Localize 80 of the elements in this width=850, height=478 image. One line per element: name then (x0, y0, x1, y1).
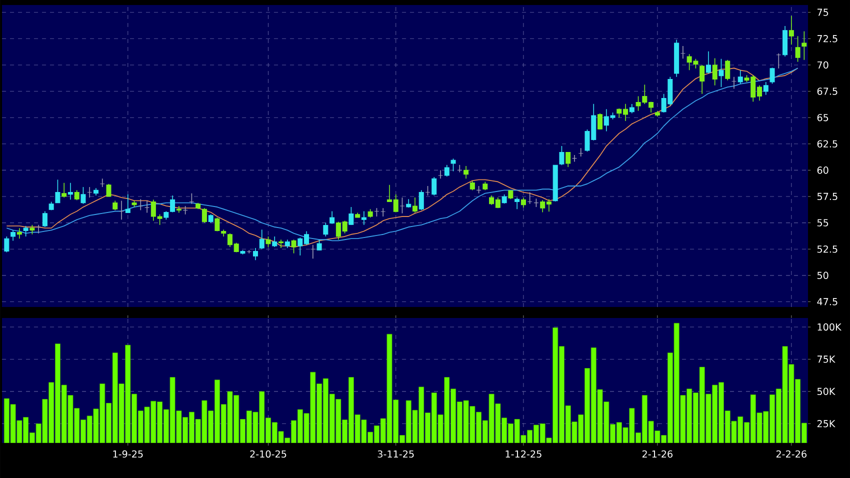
y-tick-label: 50 (817, 272, 828, 280)
candlestick (444, 164, 450, 177)
candlestick (412, 197, 418, 214)
y-tick-label: 60 (817, 166, 828, 174)
y-tick-label: 47.5 (817, 298, 838, 306)
candlestick (266, 236, 271, 248)
candlestick (112, 200, 118, 211)
candlestick (788, 15, 794, 46)
y-tick-label: 72.5 (818, 35, 838, 42)
candlestick (4, 236, 10, 253)
y-tick-label: 62.5 (817, 140, 838, 148)
candlestick (62, 182, 67, 198)
x-tick-label: 1-12-25 (506, 450, 542, 458)
candlestick (278, 239, 284, 248)
candlestick (272, 236, 278, 248)
candlestick (763, 82, 768, 96)
candlestick (138, 198, 144, 211)
y-tick-label: 52.5 (817, 245, 838, 253)
candlestick (559, 146, 564, 166)
candlestick (106, 183, 112, 197)
candlestick (432, 176, 437, 196)
candlestick (144, 200, 150, 214)
candlestick (259, 229, 264, 250)
y-tick-label: 57.5 (817, 192, 838, 200)
y-tick-label: 55 (817, 219, 828, 226)
x-tick-label: 3-11-25 (378, 450, 414, 458)
candlestick (16, 228, 22, 239)
x-tick-label: 2-2-26 (776, 450, 806, 458)
candlestick (725, 60, 730, 81)
candlestick (316, 239, 322, 251)
x-tick-label: 1-9-25 (113, 450, 143, 458)
candlestick (214, 217, 220, 232)
y-tick-label: 25K (817, 420, 836, 428)
candlestick (291, 239, 296, 254)
candlestick (450, 158, 456, 172)
x-tick-label: 2-1-26 (642, 450, 672, 458)
candlestick (23, 226, 28, 237)
candlestick (202, 208, 207, 224)
y-tick-label: 70 (818, 61, 828, 69)
candlestick (700, 64, 705, 94)
candlestick (520, 197, 526, 208)
candlestick (170, 195, 176, 213)
candlestick (55, 179, 60, 204)
candlestick (80, 186, 86, 204)
candlestick (795, 36, 800, 62)
y-tick-label: 75K (818, 356, 836, 363)
y-tick-label: 50K (817, 388, 836, 396)
candlestick (176, 206, 182, 214)
candlestick (706, 51, 711, 74)
candlestick (470, 180, 475, 191)
candlestick (252, 248, 258, 261)
candlestick (464, 166, 469, 180)
candlestick (36, 224, 42, 234)
candlestick (330, 210, 335, 224)
candlestick (502, 194, 507, 204)
candlestick (42, 210, 48, 228)
candlestick (125, 194, 130, 214)
y-tick-label: 67.5 (817, 88, 838, 95)
candlestick (802, 30, 807, 60)
candlestick (361, 210, 366, 226)
candlestick (514, 197, 520, 210)
y-tick-label: 75 (818, 8, 828, 16)
candlestick (68, 182, 73, 200)
candlestick (718, 58, 724, 88)
y-tick-label: 65 (817, 114, 828, 122)
candlestick (598, 112, 603, 130)
candlestick (738, 70, 743, 84)
y-tick-label: 100K (818, 323, 842, 331)
candlestick (74, 190, 80, 201)
x-tick-label: 2-10-25 (250, 450, 286, 458)
candlestick (418, 190, 424, 211)
candlestick (30, 224, 35, 235)
candlestick (712, 58, 718, 86)
candlestick (629, 104, 634, 114)
candlestick (10, 230, 16, 242)
candlestick (770, 67, 775, 84)
candlestick (323, 222, 328, 237)
candlestick (348, 206, 354, 226)
candlestick (400, 197, 405, 214)
candlestick (566, 152, 571, 168)
